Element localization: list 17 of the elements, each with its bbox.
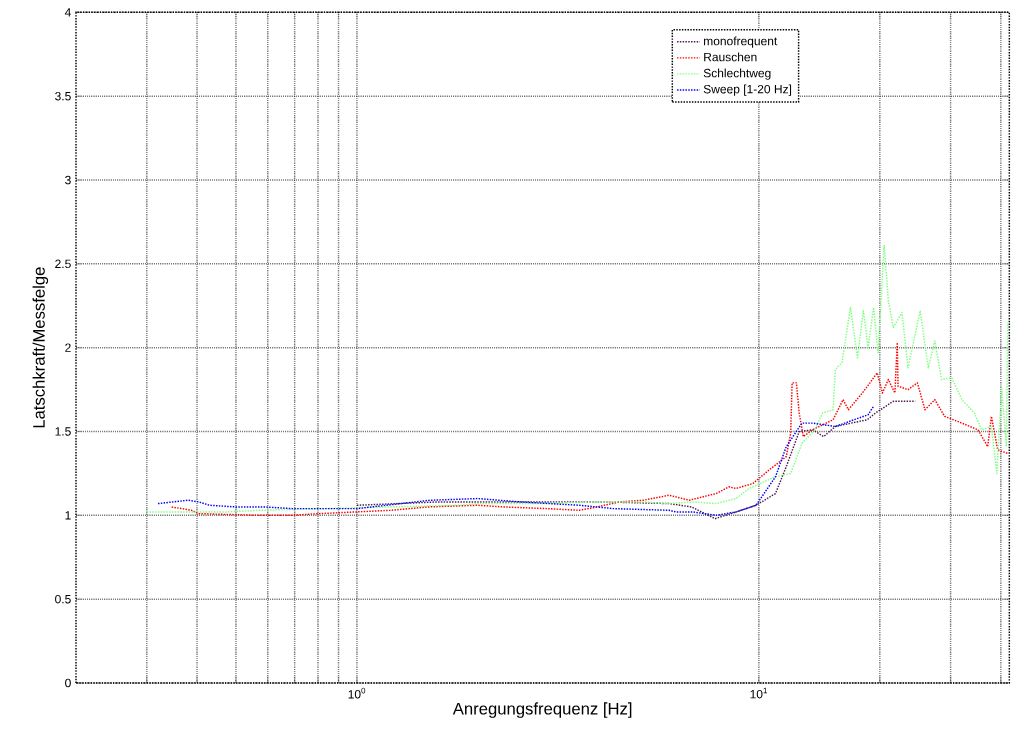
y-tick-label: 0: [65, 678, 71, 688]
y-tick-label: 2.5: [55, 259, 71, 269]
y-tick-label: 3: [65, 175, 71, 185]
x-tick-label: 10$^{1}$: [750, 687, 768, 699]
y-tick-label: 0.5: [55, 594, 71, 604]
y-axis-title: Latschkraft/Messfelge: [32, 267, 49, 428]
legend-label: Sweep [1-20 Hz]: [703, 84, 792, 96]
x-axis-title: Anregungsfrequenz [Hz]: [452, 702, 632, 718]
y-tick-label: 3.5: [55, 91, 71, 101]
legend-label: Rauschen: [704, 52, 757, 62]
legend-label: Schlechtweg: [703, 68, 771, 80]
y-tick-label: 4: [64, 8, 71, 17]
legend-label: monofrequent: [704, 36, 778, 48]
y-tick-label: 1.5: [55, 427, 71, 436]
x-tick-label: 10$^{0}$: [348, 687, 366, 699]
y-tick-label: 1: [65, 511, 71, 520]
y-tick-label: 2: [65, 343, 71, 352]
